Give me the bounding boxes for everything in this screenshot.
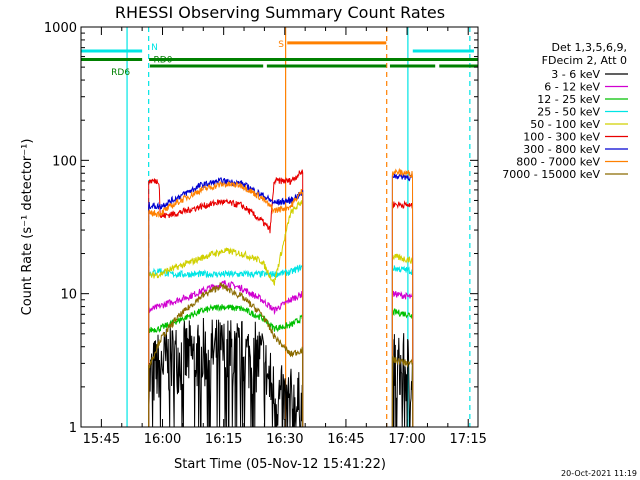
series-line: [148, 317, 304, 427]
legend-header: FDecim 2, Att 0: [542, 54, 627, 67]
legend-entry-label: 7000 - 15000 keV: [502, 168, 600, 181]
legend-entry-label: 300 - 800 keV: [523, 143, 600, 156]
series-line: [391, 308, 414, 427]
flag-label-n: N: [151, 43, 158, 53]
legend-header: Det 1,3,5,6,9,: [551, 41, 627, 54]
y-tick-label: 100: [52, 154, 77, 169]
series-line: [148, 180, 304, 427]
legend-entry-label: 6 - 12 keV: [544, 81, 600, 94]
y-tick-label: 1000: [44, 21, 77, 36]
flag-label-rd6: RD6: [111, 68, 130, 78]
series-line: [148, 264, 304, 427]
legend-entry-label: 100 - 300 keV: [523, 131, 600, 144]
flag-label-rd0: RD0: [154, 56, 173, 66]
series-line: [391, 167, 414, 427]
x-axis-label: Start Time (05-Nov-12 15:41:22): [174, 457, 386, 472]
series-line: [148, 280, 304, 427]
legend-entry-label: 3 - 6 keV: [551, 68, 600, 81]
legend-entry-label: 50 - 100 keV: [530, 118, 600, 131]
flag-label-s: S: [278, 40, 284, 50]
series-line: [391, 253, 414, 427]
series-line: [391, 290, 414, 427]
series-line: [148, 281, 304, 427]
legend-entry-label: 800 - 7000 keV: [516, 156, 600, 169]
series-line: [391, 265, 414, 427]
x-tick-label: 17:15: [449, 432, 486, 447]
y-tick-label: 10: [60, 288, 77, 303]
x-tick-label: 16:00: [144, 432, 181, 447]
x-tick-label: 16:45: [327, 432, 364, 447]
y-tick-label: 1: [69, 421, 77, 436]
plot-frame: [80, 26, 479, 428]
legend-entry-label: 25 - 50 keV: [537, 106, 600, 119]
series-line: [391, 355, 414, 427]
x-tick-label: 17:00: [388, 432, 425, 447]
series-line: [148, 169, 304, 427]
series-line: [391, 333, 414, 427]
series-line: [148, 200, 304, 427]
chart-title: RHESSI Observing Summary Count Rates: [115, 3, 445, 22]
y-axis-label: Count Rate (s⁻¹ detector⁻¹): [20, 139, 35, 316]
x-tick-label: 15:45: [83, 432, 120, 447]
series-line: [148, 177, 304, 427]
series-line: [391, 200, 414, 427]
timestamp: 20-Oct-2021 11:19: [561, 469, 637, 478]
series-line: [391, 172, 414, 427]
legend-entry-label: 12 - 25 keV: [537, 93, 600, 106]
x-tick-label: 16:30: [266, 432, 303, 447]
x-tick-label: 16:15: [205, 432, 242, 447]
series-line: [148, 303, 304, 427]
